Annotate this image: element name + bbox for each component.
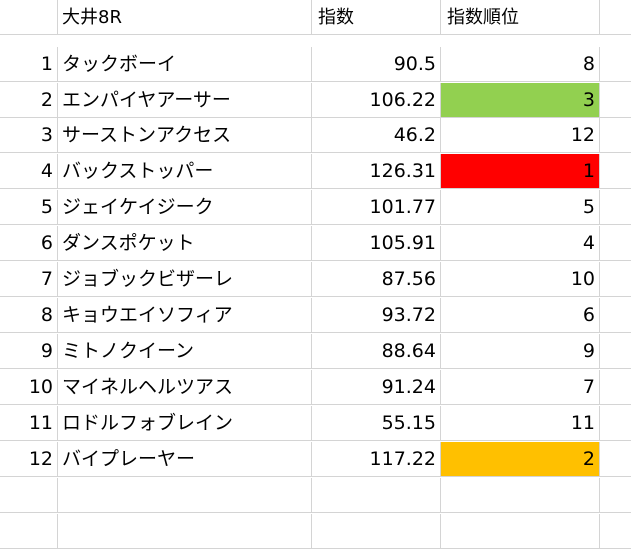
horse-name-cell[interactable]: ミトノクイーン (58, 334, 312, 369)
horse-name-cell[interactable]: サーストンアクセス (58, 118, 312, 153)
table-row: 6 ダンスポケット 105.91 4 (0, 226, 631, 262)
index-value-cell[interactable]: 55.15 (312, 406, 441, 441)
empty-cell[interactable] (312, 514, 441, 549)
table-row: 7 ジョブックビザーレ 87.56 10 (0, 262, 631, 298)
empty-cell[interactable] (600, 298, 631, 333)
table-row: 8 キョウエイソフィア 93.72 6 (0, 298, 631, 334)
empty-cell[interactable] (600, 47, 631, 82)
empty-cell[interactable] (600, 154, 631, 189)
empty-cell[interactable] (600, 262, 631, 297)
empty-cell[interactable] (312, 478, 441, 513)
empty-cell[interactable] (600, 83, 631, 118)
index-value-cell[interactable]: 106.22 (312, 83, 441, 118)
index-value-cell[interactable]: 126.31 (312, 154, 441, 189)
rank-cell[interactable]: 9 (441, 334, 600, 369)
empty-cell[interactable] (600, 514, 631, 549)
index-value-cell[interactable]: 91.24 (312, 370, 441, 405)
horse-name-cell[interactable]: ジョブックビザーレ (58, 262, 312, 297)
horse-name-cell[interactable]: ロドルフォブレイン (58, 406, 312, 441)
row-number-cell[interactable]: 3 (0, 118, 58, 153)
table-row: 4 バックストッパー 126.31 1 (0, 154, 631, 190)
row-number-cell[interactable]: 10 (0, 370, 58, 405)
index-value-cell[interactable]: 105.91 (312, 226, 441, 261)
empty-cell[interactable] (0, 514, 58, 549)
rank-cell[interactable]: 8 (441, 47, 600, 82)
table-row: 11 ロドルフォブレイン 55.15 11 (0, 406, 631, 442)
table-row: 2 エンパイヤアーサー 106.22 3 (0, 83, 631, 119)
empty-cell[interactable] (58, 478, 312, 513)
horse-name-cell[interactable]: キョウエイソフィア (58, 298, 312, 333)
table-row: 3 サーストンアクセス 46.2 12 (0, 118, 631, 154)
rank-cell[interactable]: 11 (441, 406, 600, 441)
row-number-cell[interactable]: 5 (0, 190, 58, 225)
row-number-cell[interactable]: 11 (0, 406, 58, 441)
empty-row (0, 514, 631, 550)
horse-name-cell[interactable]: マイネルヘルツアス (58, 370, 312, 405)
empty-row (0, 478, 631, 514)
index-value-cell[interactable]: 46.2 (312, 118, 441, 153)
rank-cell[interactable]: 2 (441, 442, 600, 477)
horse-name-cell[interactable]: バックストッパー (58, 154, 312, 189)
empty-cell[interactable] (600, 406, 631, 441)
empty-cell[interactable] (600, 478, 631, 513)
index-value-cell[interactable]: 93.72 (312, 298, 441, 333)
empty-cell[interactable] (600, 118, 631, 153)
empty-cell[interactable] (441, 478, 600, 513)
table-row: 5 ジェイケイジーク 101.77 5 (0, 190, 631, 226)
rank-cell[interactable]: 4 (441, 226, 600, 261)
table-row: 9 ミトノクイーン 88.64 9 (0, 334, 631, 370)
empty-cell[interactable] (600, 370, 631, 405)
row-number-cell[interactable]: 2 (0, 83, 58, 118)
rank-cell[interactable]: 5 (441, 190, 600, 225)
empty-cell[interactable] (0, 478, 58, 513)
horse-name-cell[interactable]: タックボーイ (58, 47, 312, 82)
rank-cell[interactable]: 6 (441, 298, 600, 333)
index-value-cell[interactable]: 117.22 (312, 442, 441, 477)
rank-cell[interactable]: 3 (441, 83, 600, 118)
row-number-cell[interactable]: 8 (0, 298, 58, 333)
table-row: 1 タックボーイ 90.5 8 (0, 47, 631, 83)
rank-cell[interactable]: 1 (441, 154, 600, 189)
rank-cell[interactable]: 12 (441, 118, 600, 153)
empty-cell[interactable] (600, 190, 631, 225)
index-value-cell[interactable]: 101.77 (312, 190, 441, 225)
index-value-cell[interactable]: 88.64 (312, 334, 441, 369)
row-number-cell[interactable]: 12 (0, 442, 58, 477)
empty-cell[interactable] (441, 514, 600, 549)
rank-cell[interactable]: 7 (441, 370, 600, 405)
row-number-cell[interactable]: 9 (0, 334, 58, 369)
table-row: 10 マイネルヘルツアス 91.24 7 (0, 370, 631, 406)
header-row: 大井8R 指数 指数順位 (0, 0, 631, 36)
index-value-cell[interactable]: 87.56 (312, 262, 441, 297)
rank-cell[interactable]: 10 (441, 262, 600, 297)
horse-name-cell[interactable]: バイプレーヤー (58, 442, 312, 477)
row-number-cell[interactable]: 7 (0, 262, 58, 297)
index-header-cell[interactable]: 指数 (312, 0, 441, 35)
empty-cell[interactable] (600, 226, 631, 261)
index-value-cell[interactable]: 90.5 (312, 47, 441, 82)
table-row: 12 バイプレーヤー 117.22 2 (0, 442, 631, 478)
horse-name-cell[interactable]: ダンスポケット (58, 226, 312, 261)
horse-name-cell[interactable]: ジェイケイジーク (58, 190, 312, 225)
rank-header-cell[interactable]: 指数順位 (441, 0, 600, 35)
empty-cell[interactable] (58, 514, 312, 549)
empty-cell[interactable] (600, 334, 631, 369)
header-cell-a[interactable] (0, 0, 58, 35)
empty-cell[interactable] (600, 0, 631, 35)
horse-name-cell[interactable]: エンパイヤアーサー (58, 83, 312, 118)
race-title-cell[interactable]: 大井8R (58, 0, 312, 35)
empty-cell[interactable] (600, 442, 631, 477)
row-number-cell[interactable]: 1 (0, 47, 58, 82)
row-number-cell[interactable]: 4 (0, 154, 58, 189)
row-number-cell[interactable]: 6 (0, 226, 58, 261)
